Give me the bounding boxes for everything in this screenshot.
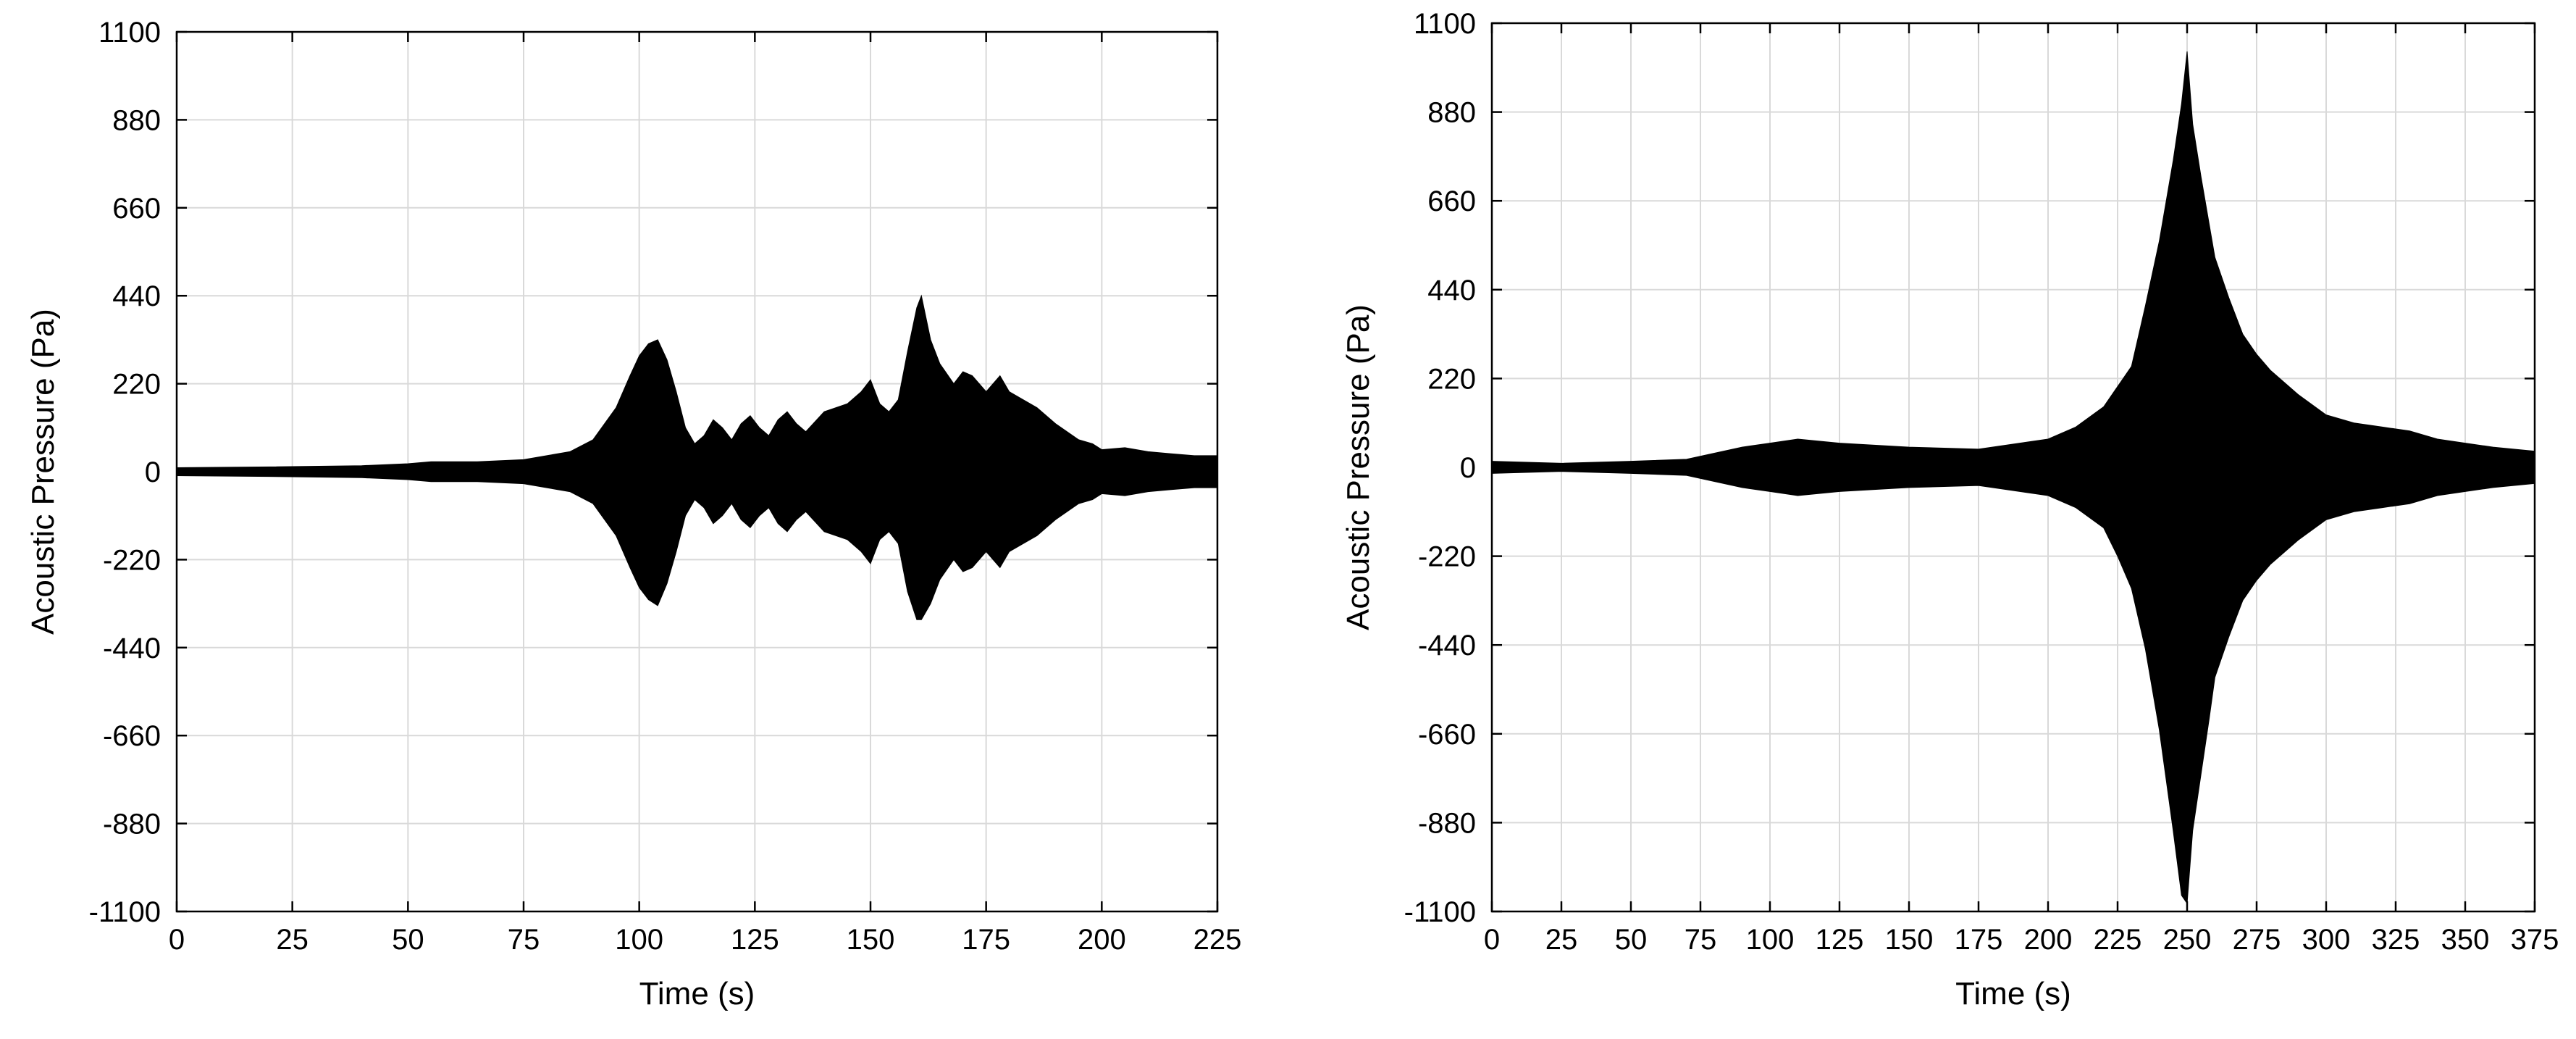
x-tick-label: 150 <box>847 924 895 956</box>
y-axis-label: Acoustic Pressure (Pa) <box>25 309 61 635</box>
x-axis-label: Time (s) <box>1955 976 2071 1011</box>
waveform-series <box>176 294 1218 620</box>
x-tick-label: 75 <box>508 924 540 956</box>
x-tick-label: 300 <box>2302 924 2351 956</box>
left-chart: 0 25 50 75 100 125 150 175 200 225 1100 880 660 440 22… <box>25 17 1241 1011</box>
y-tick-label: 880 <box>112 104 161 136</box>
x-tick-label: 275 <box>2233 924 2281 956</box>
x-tick-label: 125 <box>731 924 779 956</box>
y-axis-label: Acoustic Pressure (Pa) <box>1341 304 1376 630</box>
y-tick-label: -880 <box>1418 807 1476 839</box>
x-tick-label: 0 <box>169 924 185 956</box>
y-tick-label: 880 <box>1427 97 1476 129</box>
x-tick-label: 225 <box>2094 924 2142 956</box>
x-tick-label: 75 <box>1685 924 1717 956</box>
y-tick-label: -660 <box>1418 719 1476 751</box>
y-tick-label: 440 <box>112 280 161 312</box>
y-tick-label: 220 <box>112 369 161 401</box>
x-tick-label: 200 <box>1078 924 1126 956</box>
y-tick-label: -660 <box>103 720 161 752</box>
y-tick-label: -440 <box>1418 630 1476 662</box>
y-tick-label: 1100 <box>1414 8 1476 40</box>
y-tick-label: -1100 <box>89 896 161 928</box>
right-chart: 0 25 50 75 100 125 150 175 200 225 250 275 300 325 350… <box>1341 8 2559 1011</box>
x-tick-label: 0 <box>1484 924 1500 956</box>
y-tick-label: 440 <box>1427 275 1476 306</box>
y-tick-label: -440 <box>103 633 161 664</box>
y-tick-label: 660 <box>112 193 161 225</box>
x-tick-label: 325 <box>2372 924 2420 956</box>
x-tick-label: 375 <box>2511 924 2559 956</box>
y-tick-label: -880 <box>103 809 161 840</box>
y-tick-label: -1100 <box>1404 896 1476 928</box>
y-tick-label: 0 <box>1460 452 1476 484</box>
waveform-series <box>1491 51 2535 905</box>
x-tick-label: 150 <box>1885 924 1934 956</box>
y-tick-label: -220 <box>103 544 161 576</box>
x-tick-label: 225 <box>1193 924 1242 956</box>
x-tick-label: 100 <box>615 924 663 956</box>
x-tick-label: 25 <box>1545 924 1578 956</box>
x-tick-label: 250 <box>2163 924 2212 956</box>
y-tick-label: 660 <box>1427 185 1476 217</box>
x-tick-label: 50 <box>392 924 424 956</box>
x-tick-label: 200 <box>2024 924 2073 956</box>
y-tick-label: -220 <box>1418 541 1476 573</box>
x-tick-label: 175 <box>962 924 1010 956</box>
x-tick-label: 50 <box>1615 924 1648 956</box>
y-tick-label: 1100 <box>98 17 161 49</box>
y-tick-label: 220 <box>1427 363 1476 395</box>
x-tick-label: 125 <box>1816 924 1864 956</box>
x-tick-label: 350 <box>2441 924 2490 956</box>
x-tick-label: 100 <box>1746 924 1795 956</box>
x-tick-label: 25 <box>276 924 309 956</box>
x-tick-label: 175 <box>1955 924 2003 956</box>
y-tick-label: 0 <box>145 456 161 488</box>
x-axis-label: Time (s) <box>639 976 755 1011</box>
